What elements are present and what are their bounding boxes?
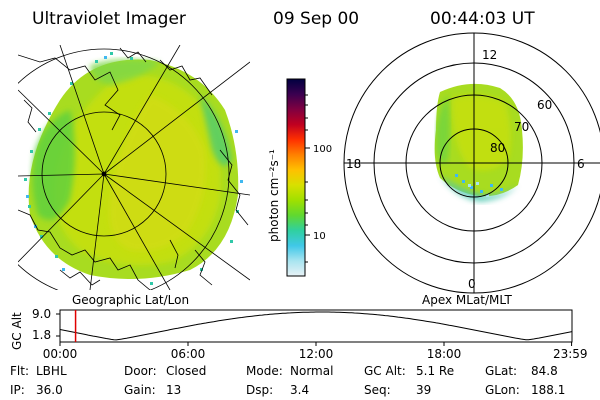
gc-alt-axis-label: GC Alt [10,312,24,350]
colorbar-tick-100: 100 [313,144,332,155]
glat-value: 84.8 [531,364,558,378]
mlt-label-18: 18 [346,157,361,171]
mlat-label-80: 80 [490,141,505,155]
geographic-map-panel [18,45,250,290]
x-tick-label: 06:00 [171,347,206,361]
x-tick-label: 00:00 [43,347,78,361]
colorbar-unit-label: photon cm⁻²s⁻¹ [267,149,281,242]
door-value: Closed [166,364,206,378]
time-label: 00:44:03 UT [430,9,535,29]
gcalt-value: 5.1 Re [416,364,454,378]
coastlines [18,47,249,290]
timeline-frame [59,309,573,343]
orbit-timeline: 00:00 06:00 12:00 18:00 23:59 GC Alt 9.0 1.8 [10,307,588,361]
mode-label: Mode: [246,364,283,378]
apex-caption: Apex MLat/MLT [422,293,512,307]
mode-value: Normal [290,364,333,378]
glon-value: 188.1 [531,383,565,397]
altitude-curve [59,311,573,341]
dsp-value: 3.4 [290,383,309,397]
aurora-image-polar [434,83,523,202]
color-scale: 100 10 photon cm⁻²s⁻¹ [267,78,332,277]
polar-plot-panel: 12 18 6 0 60 70 80 [343,32,600,294]
color-bar [286,78,306,277]
flt-value: LBHL [36,364,67,378]
dsp-label: Dsp: [246,383,273,397]
geographic-caption: Geographic Lat/Lon [72,293,189,307]
gcalt-label: GC Alt: [364,364,406,378]
seq-label: Seq: [364,383,391,397]
x-tick-label: 12:00 [299,347,334,361]
ip-value: 36.0 [36,383,63,397]
mlt-label-6: 6 [577,157,585,171]
flt-label: Flt: [10,364,29,378]
seq-value: 39 [416,383,431,397]
mlat-label-60: 60 [537,98,552,112]
ip-label: IP: [10,383,25,397]
status-panel: Flt: LBHL IP: 36.0 Door: Closed Gain: 13… [10,364,565,397]
door-label: Door: [124,364,157,378]
mlat-label-70: 70 [514,120,529,134]
glon-label: GLon: [485,383,520,397]
colorbar-tick-10: 10 [313,231,326,242]
y-tick-9: 9.0 [32,307,51,321]
mlt-label-0: 0 [468,277,476,291]
lat-lon-grid [18,45,250,290]
date-label: 09 Sep 00 [273,9,359,29]
gain-value: 13 [166,383,181,397]
instrument-title: Ultraviolet Imager [32,9,186,29]
y-tick-1-8: 1.8 [32,328,51,342]
aurora-image-geographic [24,52,243,285]
mlt-label-12: 12 [482,48,497,62]
x-tick-label: 23:59 [553,347,588,361]
timeline-x-ticks: 00:00 06:00 12:00 18:00 23:59 [43,342,588,361]
x-tick-label: 18:00 [427,347,462,361]
glat-label: GLat: [485,364,517,378]
gain-label: Gain: [124,383,156,397]
mlat-mlt-grid [343,32,600,294]
